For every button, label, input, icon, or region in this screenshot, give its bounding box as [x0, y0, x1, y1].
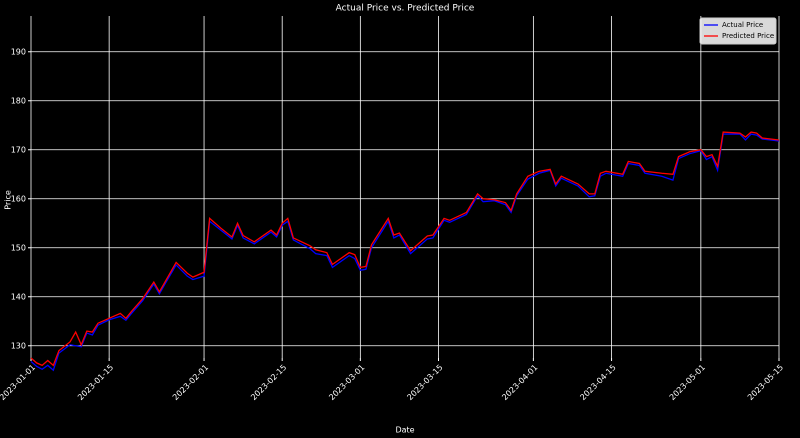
series-line: [30, 131, 780, 367]
y-axis-label: Price: [4, 190, 13, 210]
x-axis-label: Date: [395, 426, 414, 435]
series-line: [30, 133, 780, 372]
y-tick-label: 140: [11, 292, 26, 301]
y-tick-label: 190: [11, 47, 26, 56]
y-tick-label: 180: [11, 96, 26, 105]
legend-box: [699, 17, 777, 45]
y-tick-label: 150: [11, 243, 26, 252]
y-tick-label: 130: [11, 341, 26, 350]
legend-label: Predicted Price: [722, 32, 774, 40]
legend-label: Actual Price: [722, 21, 763, 29]
legend: Actual Price Predicted Price: [699, 17, 777, 45]
y-tick-label: 170: [11, 145, 26, 154]
chart-title: Actual Price vs. Predicted Price: [336, 4, 475, 14]
y-tick-label: 160: [11, 194, 26, 203]
